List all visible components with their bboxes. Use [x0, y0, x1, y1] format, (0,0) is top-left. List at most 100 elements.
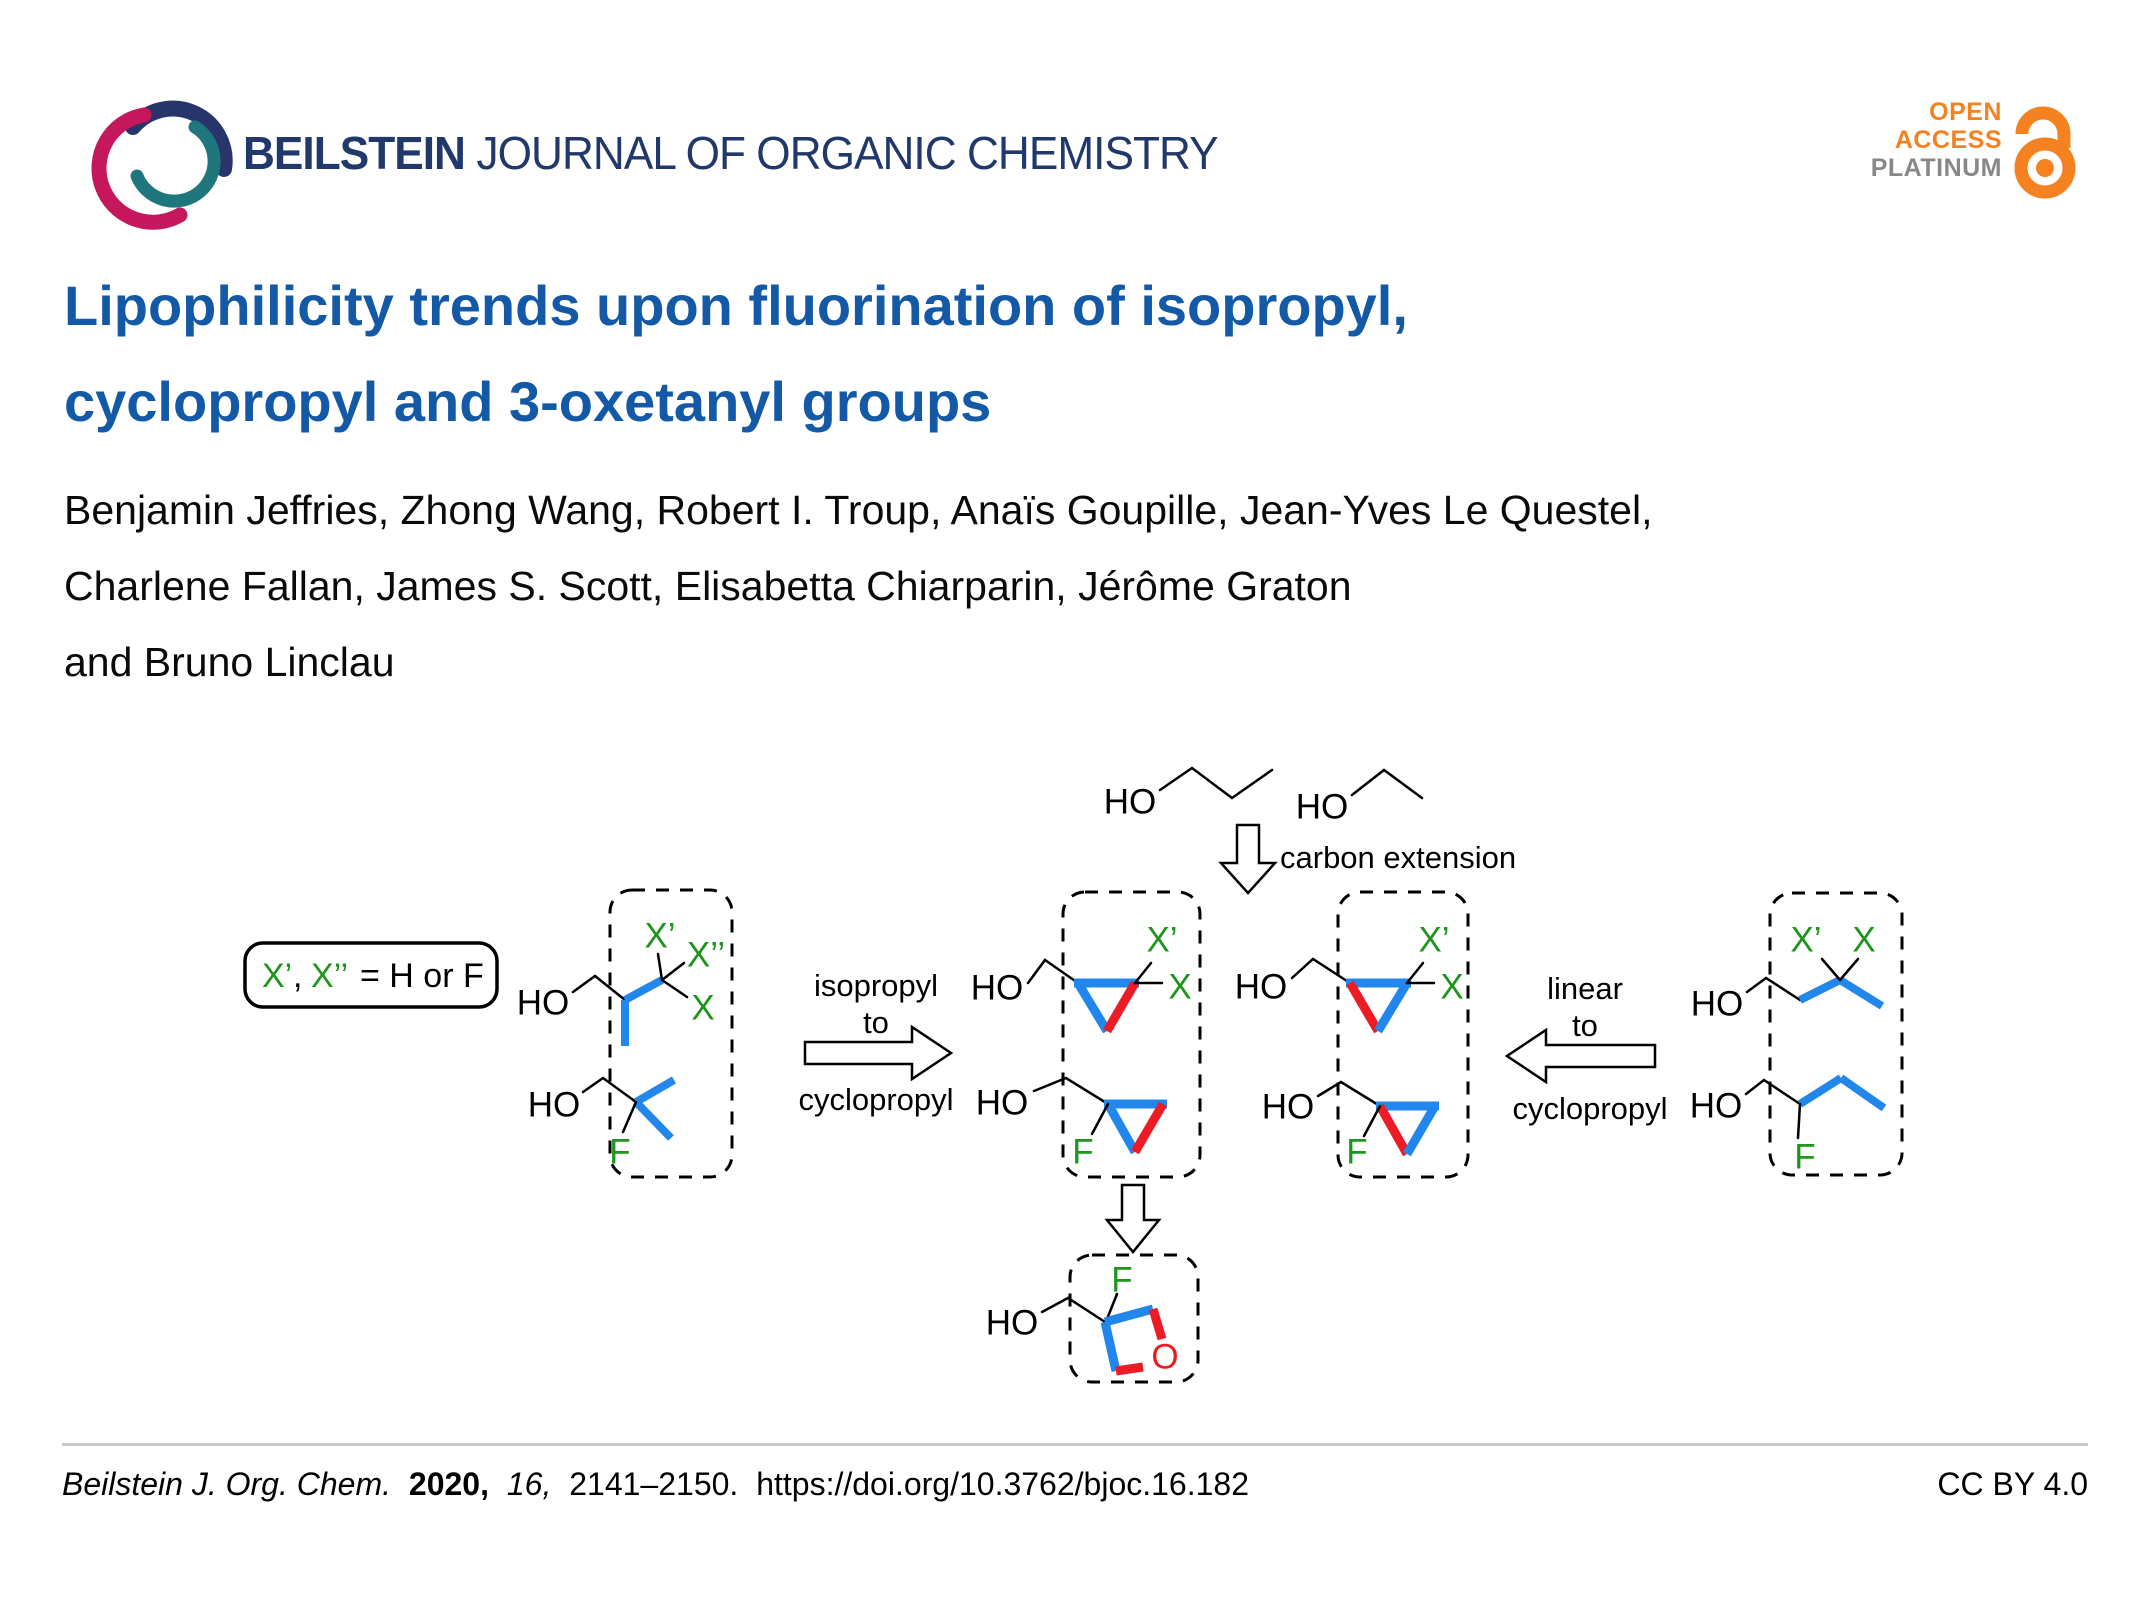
bond-to-x-prime [1820, 957, 1842, 982]
license-label: CC BY 4.0 [1937, 1466, 2088, 1502]
title-line-2: cyclopropyl and 3-oxetanyl groups [64, 370, 992, 433]
cyclopropyl-to-oxetane-arrow-icon [1104, 1183, 1162, 1254]
bond-to-f [1090, 1102, 1110, 1136]
open-lock-svg [2014, 106, 2076, 199]
f-label: F [1794, 1138, 1815, 1177]
arrow-label-bottom: cyclopropyl [798, 1082, 953, 1117]
structure-cyclopropyl-f-1: HO F [976, 1076, 1167, 1172]
bond-to-f [1105, 1292, 1119, 1321]
backbone [1040, 1296, 1107, 1324]
arrow-label-mid: to [1572, 1008, 1598, 1043]
ring-edge-upper-blue [1103, 1304, 1155, 1327]
lock-body [2014, 137, 2076, 199]
ring-edge-lower-red [1115, 1362, 1144, 1376]
citation-pages: 2141–2150. [569, 1466, 739, 1502]
ho-label: HO [517, 984, 570, 1023]
footer-divider [62, 1443, 2088, 1446]
page-title: Lipophilicity trends upon fluorination o… [64, 258, 1964, 450]
arrow-label-top: linear [1547, 971, 1623, 1006]
legend-comma: , [293, 957, 302, 995]
authors-line-3: and Bruno Linclau [64, 639, 395, 685]
f-label: F [1111, 1261, 1132, 1300]
ring-edge-right-red [1103, 980, 1139, 1034]
dashed-box-cyclopropyl-2 [1336, 890, 1470, 1179]
journal-name-bold: BEILSTEIN [243, 127, 466, 179]
citation-doi-link[interactable]: https://doi.org/10.3762/bjoc.16.182 [756, 1466, 1249, 1502]
footer-citation: Beilstein J. Org. Chem. 2020, 16, 2141–2… [62, 1466, 2088, 1503]
structure-ethanol: HO [1296, 768, 1424, 827]
open-access-lock-icon [2000, 96, 2095, 206]
ho-label: HO [1296, 788, 1349, 827]
highlighted-methyl-2 [633, 1099, 674, 1141]
x-prime-label: X’ [1418, 921, 1449, 960]
citation-journal: Beilstein J. Org. Chem. [62, 1466, 391, 1502]
legend-border [243, 941, 499, 1009]
citation-text: Beilstein J. Org. Chem. 2020, 16, 2141–2… [62, 1466, 1258, 1503]
highlighted-bond-1 [1797, 1074, 1844, 1108]
ho-label: HO [1690, 1087, 1743, 1126]
logo-arc-teal [130, 120, 221, 208]
legend-definition: = H or F [360, 957, 484, 995]
legend-x-double-prime: X’’ [311, 957, 348, 995]
x-double-prime-label: X’’ [687, 936, 725, 975]
author-list: Benjamin Jeffries, Zhong Wang, Robert I.… [64, 472, 2064, 700]
x-prime-label: X’ [1146, 921, 1177, 960]
ho-label: HO [1104, 783, 1157, 822]
structure-fluoro-oxetanol: F HO O [986, 1261, 1179, 1377]
structure-isopropyl-f: HO F [528, 1076, 677, 1172]
bond-to-x-prime [1405, 961, 1425, 985]
authors-line-2: Charlene Fallan, James S. Scott, Elisabe… [64, 563, 1352, 609]
left-arrow-icon [1504, 1027, 1657, 1085]
structure-cyclopropyl-x-1: HO X’ X [971, 921, 1192, 1034]
authors-line-1: Benjamin Jeffries, Zhong Wang, Robert I.… [64, 487, 1653, 533]
legend-x-prime: X’ [262, 957, 292, 995]
ho-label: HO [976, 1084, 1029, 1123]
bond-to-x [1838, 957, 1860, 982]
backbone [1032, 1076, 1110, 1106]
backbone [581, 1076, 638, 1104]
x-prime-label: X’ [644, 917, 675, 956]
citation-year: 2020, [408, 1466, 489, 1502]
linear-to-cyclopropyl-arrow: linear to cyclopropyl [1504, 971, 1668, 1126]
highlighted-bond [623, 976, 664, 1004]
backbone [1290, 957, 1352, 985]
citation-volume: 16, [506, 1466, 552, 1502]
carbon-extension-arrow-icon [1218, 823, 1278, 895]
arrow-label-mid: to [863, 1005, 889, 1040]
highlighted-methyl-1 [633, 1076, 677, 1106]
ring-edge-upper-red [1148, 1307, 1167, 1341]
ring-edge-right-blue [1403, 1103, 1439, 1157]
isopropyl-to-cyclopropyl-arrow: isopropyl to cyclopropyl [798, 968, 953, 1117]
f-label: F [1072, 1133, 1093, 1172]
backbone [1745, 976, 1802, 1002]
x-label: X [691, 989, 714, 1028]
structure-cyclopropyl-x-2: HO X’ X [1235, 921, 1464, 1034]
f-label: F [1346, 1133, 1367, 1172]
dashed-box-cyclopropyl-1 [1061, 890, 1202, 1179]
ring-edge-left-blue [1074, 980, 1111, 1034]
journal-name: BEILSTEIN JOURNAL OF ORGANIC CHEMISTRY [243, 126, 1219, 180]
x-label: X [1440, 968, 1463, 1007]
bond-to-x [660, 978, 689, 999]
structure-isopropyl-x: HO X’ X’’ X [517, 917, 725, 1046]
beilstein-logo [78, 70, 268, 235]
highlighted-bond-1 [1798, 976, 1842, 1004]
bond-to-x-prime [656, 952, 664, 982]
ring-edge-left-red [1346, 980, 1382, 1034]
bond-to-x-double-prime [660, 961, 686, 982]
f-label: F [609, 1133, 630, 1172]
badge-open: OPEN [1929, 98, 2002, 126]
right-arrow-icon [803, 1024, 954, 1082]
o-label: O [1151, 1338, 1178, 1377]
structure-propanol: HO [1104, 766, 1274, 822]
carbon-extension-label: carbon extension [1280, 840, 1516, 875]
journal-name-rest: JOURNAL OF ORGANIC CHEMISTRY [476, 127, 1219, 179]
backbone [1026, 958, 1080, 985]
lock-shackle [2015, 106, 2071, 148]
open-access-badge: OPEN ACCESS PLATINUM [1871, 98, 2002, 182]
x-prime-label: X’ [1790, 921, 1821, 960]
highlighted-bond-2 [1837, 976, 1885, 1010]
ho-label: HO [971, 969, 1024, 1008]
arrow-label-bottom: cyclopropyl [1512, 1091, 1667, 1126]
legend-box: X’ , X’’ = H or F [243, 941, 499, 1009]
